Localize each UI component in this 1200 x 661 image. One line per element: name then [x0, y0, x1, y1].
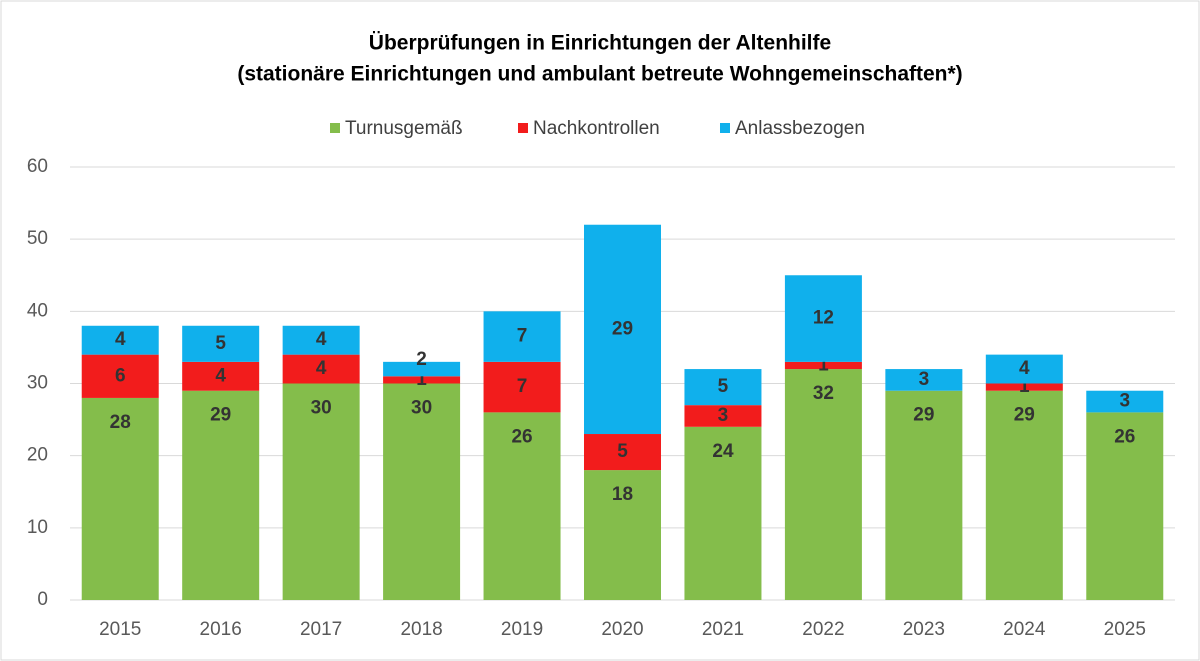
bar-segment: [684, 369, 762, 406]
data-label: 3: [919, 369, 930, 390]
bar-segment: [985, 354, 1063, 384]
data-label: 3: [1119, 391, 1130, 412]
data-label: 6: [115, 365, 126, 386]
legend-swatch: [720, 123, 730, 133]
bar-segment: [282, 325, 360, 355]
data-label: 30: [411, 398, 432, 419]
x-tick-label: 2025: [1104, 619, 1146, 640]
x-tick-label: 2016: [200, 619, 242, 640]
bar-segment: [182, 390, 260, 600]
chart-subtitle: (stationäre Einrichtungen und ambulant b…: [237, 63, 962, 86]
data-label: 30: [311, 398, 332, 419]
data-label: 24: [712, 441, 734, 462]
bar-segment: [684, 426, 762, 600]
bar-segment: [985, 390, 1063, 600]
data-label: 26: [1114, 426, 1135, 447]
y-tick-label: 0: [37, 589, 48, 610]
data-label: 32: [813, 383, 834, 404]
bar-segment: [584, 434, 661, 471]
x-tick-label: 2023: [903, 619, 945, 640]
bar-segment: [784, 361, 862, 370]
data-label: 28: [110, 412, 131, 433]
bar-segment: [81, 397, 159, 600]
data-label: 18: [612, 484, 633, 505]
bar-segment: [784, 369, 862, 600]
y-tick-label: 60: [27, 156, 48, 177]
bar-segment: [483, 412, 561, 600]
legend-label: Nachkontrollen: [533, 118, 660, 139]
data-label: 1: [818, 354, 829, 375]
x-tick-label: 2020: [601, 619, 643, 640]
bar-segment: [383, 361, 461, 377]
data-label: 26: [511, 426, 532, 447]
bar-segment: [383, 383, 461, 600]
data-label: 1: [416, 369, 427, 390]
x-tick-label: 2021: [702, 619, 744, 640]
data-label: 29: [210, 405, 231, 426]
bar-segment: [182, 361, 260, 391]
bar-segment: [784, 275, 862, 362]
data-label: 29: [913, 405, 934, 426]
legend-label: Anlassbezogen: [735, 118, 865, 139]
x-tick-label: 2018: [400, 619, 442, 640]
data-label: 4: [316, 329, 327, 350]
bar-segment: [1086, 412, 1164, 600]
bar-segment: [885, 390, 963, 600]
bar-segment: [483, 311, 561, 362]
y-tick-label: 10: [27, 517, 48, 538]
bar-segment: [584, 470, 661, 600]
bar-segment: [182, 325, 260, 362]
x-tick-label: 2022: [802, 619, 844, 640]
data-label: 2: [416, 349, 427, 370]
bar-segment: [985, 383, 1063, 391]
bar-segment: [282, 383, 360, 600]
data-label: 4: [115, 329, 126, 350]
data-label: 5: [215, 333, 226, 354]
data-label: 12: [813, 308, 834, 329]
legend-swatch: [518, 123, 528, 133]
bar-segment: [483, 361, 561, 413]
data-label: 5: [718, 376, 729, 397]
x-tick-label: 2015: [99, 619, 141, 640]
x-tick-label: 2017: [300, 619, 342, 640]
bar-segment: [383, 376, 461, 384]
data-label: 3: [718, 405, 729, 426]
data-label: 29: [612, 318, 633, 339]
data-label: 7: [517, 376, 528, 397]
bar-segment: [885, 369, 963, 391]
bar-segment: [684, 405, 762, 427]
bar-segment: [282, 354, 360, 384]
data-label: 4: [316, 358, 327, 379]
data-label: 7: [517, 326, 528, 347]
bar-segment: [1086, 390, 1164, 413]
chart-title: Überprüfungen in Einrichtungen der Alten…: [369, 32, 831, 55]
bar-segment: [81, 354, 159, 398]
x-tick-label: 2019: [501, 619, 543, 640]
y-tick-label: 30: [27, 373, 48, 394]
bar-segment: [584, 224, 661, 435]
y-tick-label: 40: [27, 300, 48, 321]
legend-label: Turnusgemäß: [345, 118, 463, 139]
data-label: 29: [1014, 405, 1035, 426]
x-tick-label: 2024: [1003, 619, 1046, 640]
data-label: 5: [617, 441, 628, 462]
data-label: 4: [215, 365, 226, 386]
data-label: 4: [1019, 358, 1030, 379]
bar-segment: [81, 325, 159, 355]
y-tick-label: 20: [27, 445, 48, 466]
data-label: 1: [1019, 376, 1030, 397]
legend-swatch: [330, 123, 340, 133]
y-tick-label: 50: [27, 228, 48, 249]
